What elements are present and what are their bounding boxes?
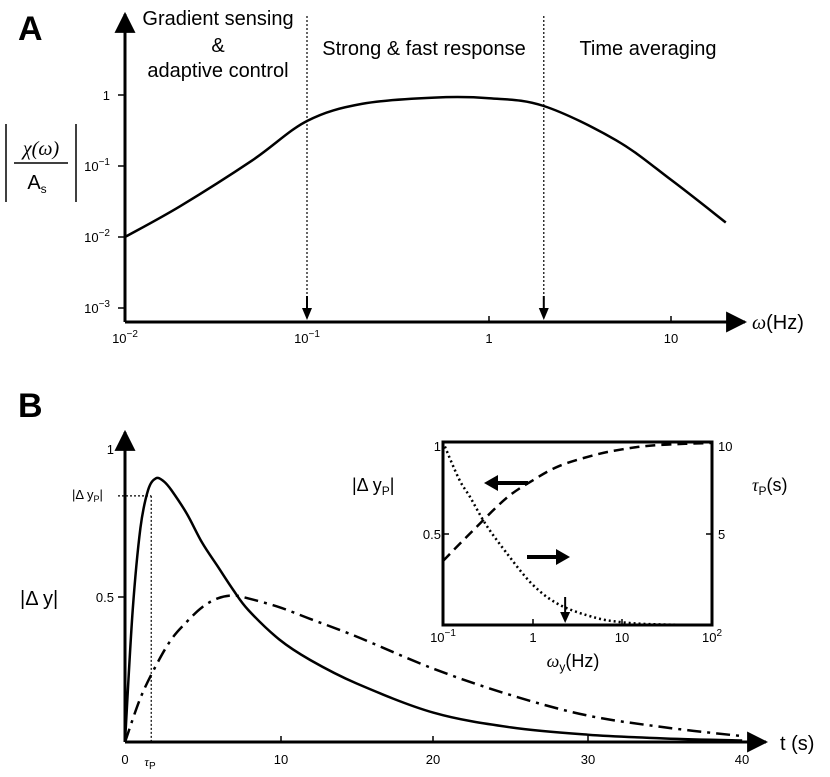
inset-x-tick-label-2: 10 (615, 630, 629, 645)
region-label-averaging: Time averaging (579, 38, 716, 60)
panel-a-response-curve (124, 95, 727, 239)
panel-b-y-tick-label-0: 0.5 (96, 590, 114, 605)
panel-a-x-ticks: 10−2 10−1 1 10 (112, 316, 678, 346)
inset-peak-time-curve (441, 441, 713, 627)
inset-x-tick-label-1: 1 (529, 630, 536, 645)
region-label-strong: Strong & fast response (322, 38, 525, 60)
panel-b-peak-label: |Δ yP| (72, 487, 103, 504)
inset-y-left-label: |Δ yP| (352, 475, 394, 498)
panel-a-plot: Gradient sensing & adaptive control Stro… (5, 8, 804, 346)
region-label-ampersand: & (211, 35, 225, 57)
inset-y-right-tick-label-0: 5 (718, 527, 725, 542)
panel-b-x-tick-label-0: 0 (121, 752, 128, 767)
panel-b-x-tick-label-1: 10 (274, 752, 288, 767)
panel-a-marker-head-1 (538, 308, 549, 320)
inset-peak-amplitude-curve (442, 441, 713, 562)
panel-letter-b: B (18, 387, 43, 425)
inset-arrow-right (527, 549, 570, 565)
panel-b-y-tick-1: 1 (107, 442, 125, 457)
panel-a-x-tick-2: 1 (485, 316, 493, 346)
panel-b-x-tick-label-2: 20 (426, 752, 440, 767)
panel-a-y-label: χ(ω) As (5, 124, 77, 202)
panel-a-y-tick-label-1: 10−2 (84, 228, 110, 245)
panel-a-y-tick-label-0: 10−3 (84, 299, 110, 316)
panel-b-y-tick-0: 0.5 (96, 590, 125, 605)
inset-frame (441, 440, 714, 627)
panel-a-markers (302, 16, 549, 320)
panel-letter-a: A (18, 10, 43, 48)
panel-a-y-tick-label-3: 1 (103, 88, 110, 103)
panel-b-fast-response-curve (123, 476, 743, 743)
inset-x-label: ωy(Hz) (547, 651, 600, 674)
inset-plot: 1 0.5 10 5 10−1 1 10 102 ωy(Hz) |Δ yP| τ… (352, 439, 787, 674)
panel-b-x-ticks: 0 10 20 30 40 (121, 736, 749, 767)
panel-a-x-tick-label-3: 10 (664, 331, 678, 346)
inset-y-right-label: τP(s) (752, 475, 787, 498)
panel-b-peak-guides (118, 495, 152, 742)
inset-x-tick-label-3: 102 (702, 628, 722, 645)
panel-b-x-label: t (s) (780, 733, 814, 755)
inset-y-left-tick-label-1: 1 (434, 439, 441, 454)
region-label-gradient: Gradient sensing (142, 8, 293, 30)
inset-x-tick-label-0: 10−1 (430, 628, 456, 645)
panel-a-y-tick-label-2: 10−1 (84, 157, 110, 174)
inset-marker-head (560, 612, 571, 623)
panel-a-y-ticks: 10−3 10−2 10−1 1 (84, 88, 125, 316)
panel-b-plot: 0.5 1 0 10 20 30 40 τP t (s) |Δ y| |Δ yP… (20, 429, 814, 772)
panel-a-y-label-denominator: As (27, 172, 46, 196)
panel-b-y-tick-label-1: 1 (107, 442, 114, 457)
panel-a-x-tick-3: 10 (664, 316, 678, 346)
panel-b-x-tick-label-3: 30 (581, 752, 595, 767)
inset-y-left-tick-label-0: 0.5 (423, 527, 441, 542)
inset-marker (560, 597, 571, 623)
panel-a-y-tick-3: 1 (103, 88, 125, 103)
panel-a-y-tick-2: 10−1 (84, 157, 125, 174)
inset-y-right-tick-label-1: 10 (718, 439, 732, 454)
inset-arrow-left (484, 475, 528, 491)
inset-arrow-left-head (484, 475, 498, 491)
panel-a-x-tick-1: 10−1 (294, 329, 320, 346)
panel-a-x-tick-0: 10−2 (112, 329, 138, 346)
region-label-adaptive: adaptive control (147, 60, 288, 82)
panel-a-x-label: ω(Hz) (752, 312, 804, 334)
panel-b-tau-label: τP (144, 754, 156, 772)
panel-a-x-tick-label-0: 10−2 (112, 329, 138, 346)
panel-b-x-tick-label-4: 40 (735, 752, 749, 767)
panel-a-x-tick-label-1: 10−1 (294, 329, 320, 346)
panel-a-x-tick-label-2: 1 (485, 331, 492, 346)
panel-a-y-label-numerator: χ(ω) (21, 138, 60, 160)
panel-b-slow-response-curve (123, 594, 743, 743)
panel-a-marker-head-0 (302, 308, 312, 320)
panel-a-y-tick-1: 10−2 (84, 228, 125, 245)
inset-arrow-right-head (556, 549, 570, 565)
panel-b-y-label: |Δ y| (20, 588, 58, 610)
panel-a-y-tick-0: 10−3 (84, 299, 125, 316)
